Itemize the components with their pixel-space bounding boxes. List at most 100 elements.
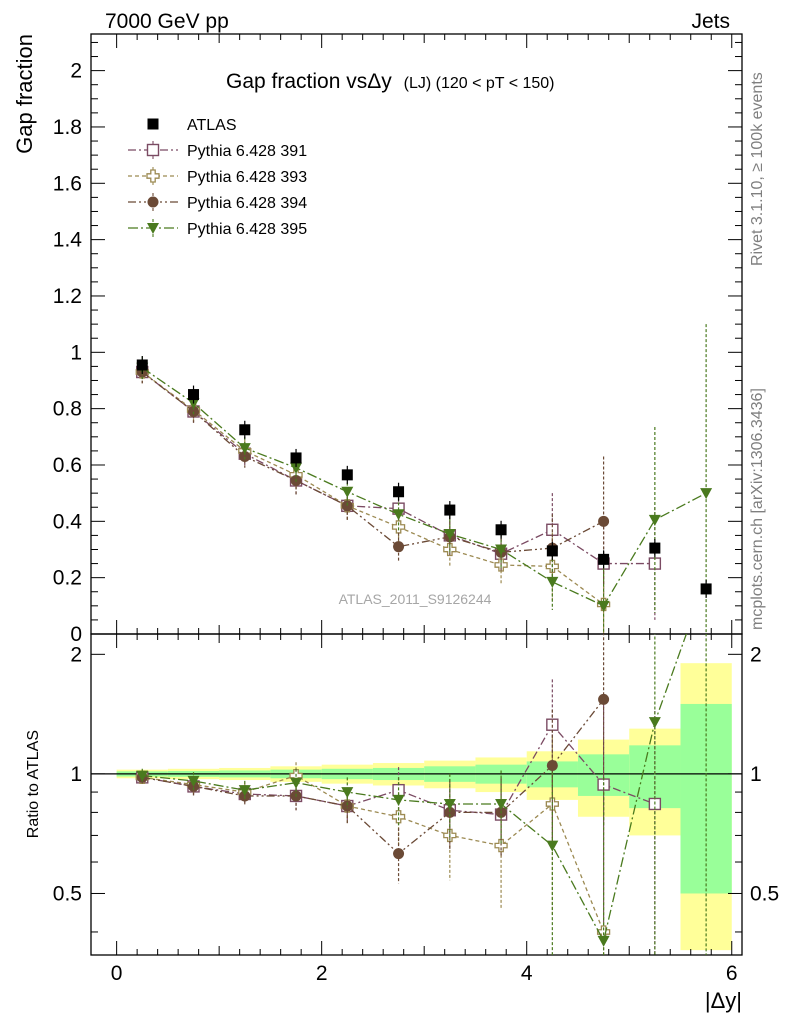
y-tick-label: 1.6 (53, 172, 82, 195)
series-4-point (597, 600, 610, 612)
series-3-point (188, 405, 200, 417)
series-4-point (238, 443, 251, 455)
series-3-ratio-point (546, 759, 558, 771)
ratio-y-tick-label: 0.5 (53, 882, 82, 905)
side-label-bottom: mcplots.cern.ch [arXiv:1306.3436] (749, 388, 766, 630)
atlas-point (188, 389, 200, 401)
x-tick-label: 6 (726, 962, 738, 985)
atlas-point (649, 542, 661, 554)
x-axis-label: |Δy| (705, 988, 742, 1013)
legend-marker (147, 223, 159, 234)
legend-entry: Pythia 6.428 395 (128, 219, 307, 238)
side-label-top: Rivet 3.1.10, ≥ 100k events (749, 72, 766, 266)
series-2-ratio-point (391, 810, 406, 824)
y-tick-label: 0.2 (53, 567, 82, 590)
series-1-line (141, 371, 655, 565)
atlas-point (239, 424, 251, 436)
legend-marker (146, 143, 160, 157)
atlas-point (290, 452, 302, 464)
y-tick-label: 1.8 (53, 116, 82, 139)
ratio-y-tick-label: 1 (70, 763, 82, 786)
legend-label: Pythia 6.428 395 (187, 221, 307, 238)
series-2-ratio-line (142, 774, 605, 933)
series-4-ratio-point (597, 935, 610, 947)
ratio-right-tick-label: 2 (750, 643, 762, 666)
y-tick-label: 0.6 (53, 454, 82, 477)
series-4-point (495, 544, 508, 556)
y-tick-label: 0 (70, 623, 82, 646)
series-3-ratio-point (393, 848, 405, 860)
series-4-point (290, 462, 303, 474)
ratio-right-tick-label: 1 (750, 763, 762, 786)
series-3-ratio-point (598, 693, 610, 705)
series-4-line (141, 367, 707, 607)
y-tick-label: 1.2 (53, 285, 82, 308)
series-3-ratio-point (444, 806, 456, 818)
series-4-ratio-point (238, 785, 251, 797)
series-4-point (341, 486, 354, 498)
series-4-ratio-point (495, 798, 508, 810)
series-4-point (648, 514, 661, 526)
ratio-bands (116, 663, 732, 951)
atlas-point (598, 553, 610, 565)
legend-marker (146, 169, 160, 183)
ratio-y-tick-label: 2 (70, 643, 82, 666)
atlas-point (341, 469, 353, 481)
plot-title: Gap fraction vsΔy (LJ) (120 < pT < 150) (226, 70, 555, 93)
series-4-point (700, 488, 713, 500)
series-4-ratio-point (136, 770, 149, 782)
y-axis-label: Gap fraction (12, 34, 37, 154)
legend-entry: ATLAS (147, 117, 237, 134)
series-3-line (141, 371, 604, 553)
series-4-point (546, 576, 559, 588)
series-3-point (393, 541, 405, 553)
ratio-frame (90, 633, 743, 956)
y-tick-label: 1.4 (53, 229, 83, 252)
plot-title-main: Gap fraction vsΔy (226, 70, 392, 93)
legend-marker (147, 196, 159, 208)
legend-entry: Pythia 6.428 391 (128, 141, 307, 160)
series-4-ratio-point (187, 775, 200, 787)
ratio-right-tick-label: 0.5 (750, 882, 779, 905)
series-4-point (443, 529, 456, 540)
series-3-ratio-line (142, 699, 605, 855)
series-3-point (341, 500, 353, 512)
legend-label: Pythia 6.428 393 (187, 169, 307, 186)
series-4-ratio-point (341, 787, 354, 799)
series-3-point (239, 451, 251, 463)
header-right: Jets (691, 10, 730, 33)
series-4-ratio-point (648, 717, 661, 729)
atlas-point (393, 486, 405, 498)
ratio-series (135, 634, 707, 955)
series-2-line (141, 371, 604, 605)
series-3-ratio-point (341, 800, 353, 812)
atlas-point (546, 545, 558, 557)
series-4-ratio-point (443, 798, 456, 810)
atlas-point (444, 504, 456, 516)
series-4-ratio-line (142, 634, 688, 943)
x-tick-label: 2 (316, 962, 328, 985)
y-tick-label: 0.8 (53, 398, 82, 421)
series-2-point (391, 520, 406, 534)
y-tick-label: 0.4 (53, 510, 83, 533)
series-4-ratio-point (290, 777, 303, 789)
series-4-ratio-point (546, 840, 559, 852)
legend: ATLAS Pythia 6.428 391 Pythia 6.428 393 Pyt… (128, 117, 307, 238)
legend-label: Pythia 6.428 391 (187, 143, 307, 160)
x-tick-label: 4 (521, 962, 533, 985)
atlas-point (495, 524, 507, 536)
plot-title-sub: (LJ) (120 < pT < 150) (404, 75, 555, 92)
series-4-ratio-point (392, 794, 405, 806)
main-series (135, 324, 713, 634)
main-plot: 0 0.2 0.4 0.6 0.8 1 1.2 1.4 1.6 1.8 2 (53, 33, 743, 648)
y-tick-label: 2 (70, 60, 82, 83)
header-left: 7000 GeV pp (105, 10, 229, 33)
legend-entry: Pythia 6.428 393 (128, 167, 307, 186)
atlas-point (136, 359, 148, 371)
legend-marker (147, 118, 159, 130)
series-3-point (598, 515, 610, 527)
ratio-plot: 0 2 4 6 0.5 1 2 0.5 1 2 (53, 633, 779, 985)
y-tick-label: 1 (70, 341, 82, 364)
series-4-point (392, 509, 405, 521)
